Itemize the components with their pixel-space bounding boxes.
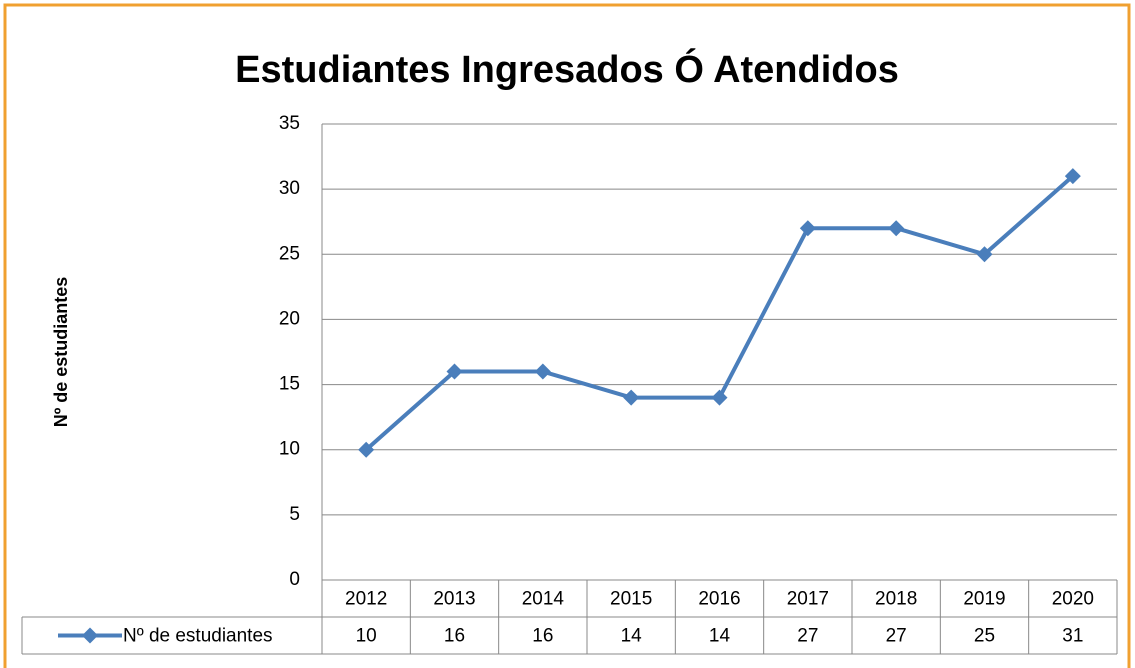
y-tick-label: 25 [279, 243, 300, 264]
data-point [358, 441, 375, 458]
data-point [799, 220, 816, 237]
data-point [446, 363, 463, 380]
x-tick-label: 2017 [787, 589, 829, 610]
data-point [888, 220, 905, 237]
table-value: 16 [444, 626, 465, 647]
table-value: 14 [709, 626, 731, 647]
data-point [976, 246, 993, 263]
data-point [711, 389, 728, 406]
x-tick-label: 2012 [345, 589, 387, 610]
y-tick-label: 35 [279, 113, 300, 134]
legend-entry: Nº de estudiantes [123, 626, 273, 647]
data-point [534, 363, 551, 380]
y-tick-label: 30 [279, 178, 300, 199]
table-value: 10 [356, 626, 377, 647]
x-tick-label: 2014 [522, 589, 565, 610]
y-tick-label: 20 [279, 308, 300, 329]
x-tick-label: 2016 [698, 589, 740, 610]
y-tick-label: 10 [279, 439, 300, 460]
chart-title: Estudiantes Ingresados Ó Atendidos [235, 47, 899, 91]
table-value: 27 [886, 626, 907, 647]
x-tick-label: 2018 [875, 589, 917, 610]
x-tick-label: 2015 [610, 589, 652, 610]
data-point [623, 389, 640, 406]
table-value: 16 [532, 626, 553, 647]
y-tick-label: 0 [289, 569, 300, 590]
table-value: 14 [621, 626, 643, 647]
legend-key-marker [82, 627, 98, 644]
table-value: 25 [974, 626, 995, 647]
y-tick-label: 15 [279, 374, 300, 395]
y-axis-label: Nº de estudiantes [51, 277, 71, 428]
x-tick-label: 2020 [1052, 589, 1094, 610]
y-tick-label: 5 [289, 504, 300, 525]
table-value: 27 [797, 626, 818, 647]
data-point [1064, 168, 1081, 185]
x-tick-label: 2019 [963, 589, 1005, 610]
chart-frame [3, 3, 1131, 668]
table-value: 31 [1062, 626, 1083, 647]
x-tick-label: 2013 [433, 589, 475, 610]
